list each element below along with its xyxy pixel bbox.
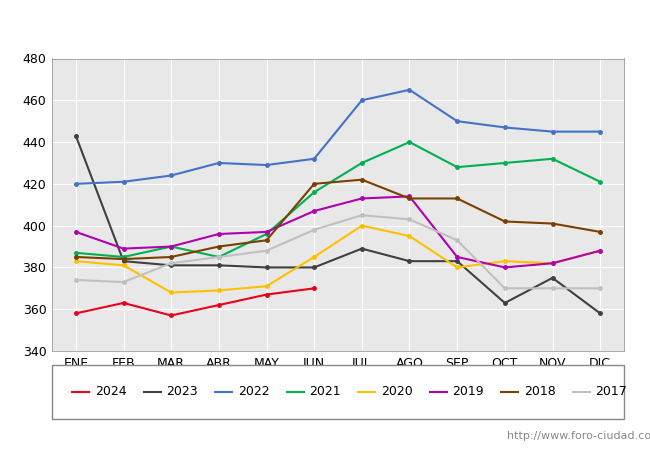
Text: 2022: 2022 [238, 385, 270, 398]
Text: Afiliados en Bellcaire d'Urgell a 31/5/2024: Afiliados en Bellcaire d'Urgell a 31/5/2… [120, 18, 530, 36]
FancyBboxPatch shape [52, 364, 624, 418]
Text: 2019: 2019 [452, 385, 484, 398]
Text: 2020: 2020 [381, 385, 413, 398]
Text: 2017: 2017 [595, 385, 627, 398]
Text: 2021: 2021 [309, 385, 341, 398]
Text: 2018: 2018 [524, 385, 556, 398]
Text: http://www.foro-ciudad.com: http://www.foro-ciudad.com [507, 431, 650, 441]
Text: 2024: 2024 [95, 385, 127, 398]
Text: 2023: 2023 [166, 385, 198, 398]
